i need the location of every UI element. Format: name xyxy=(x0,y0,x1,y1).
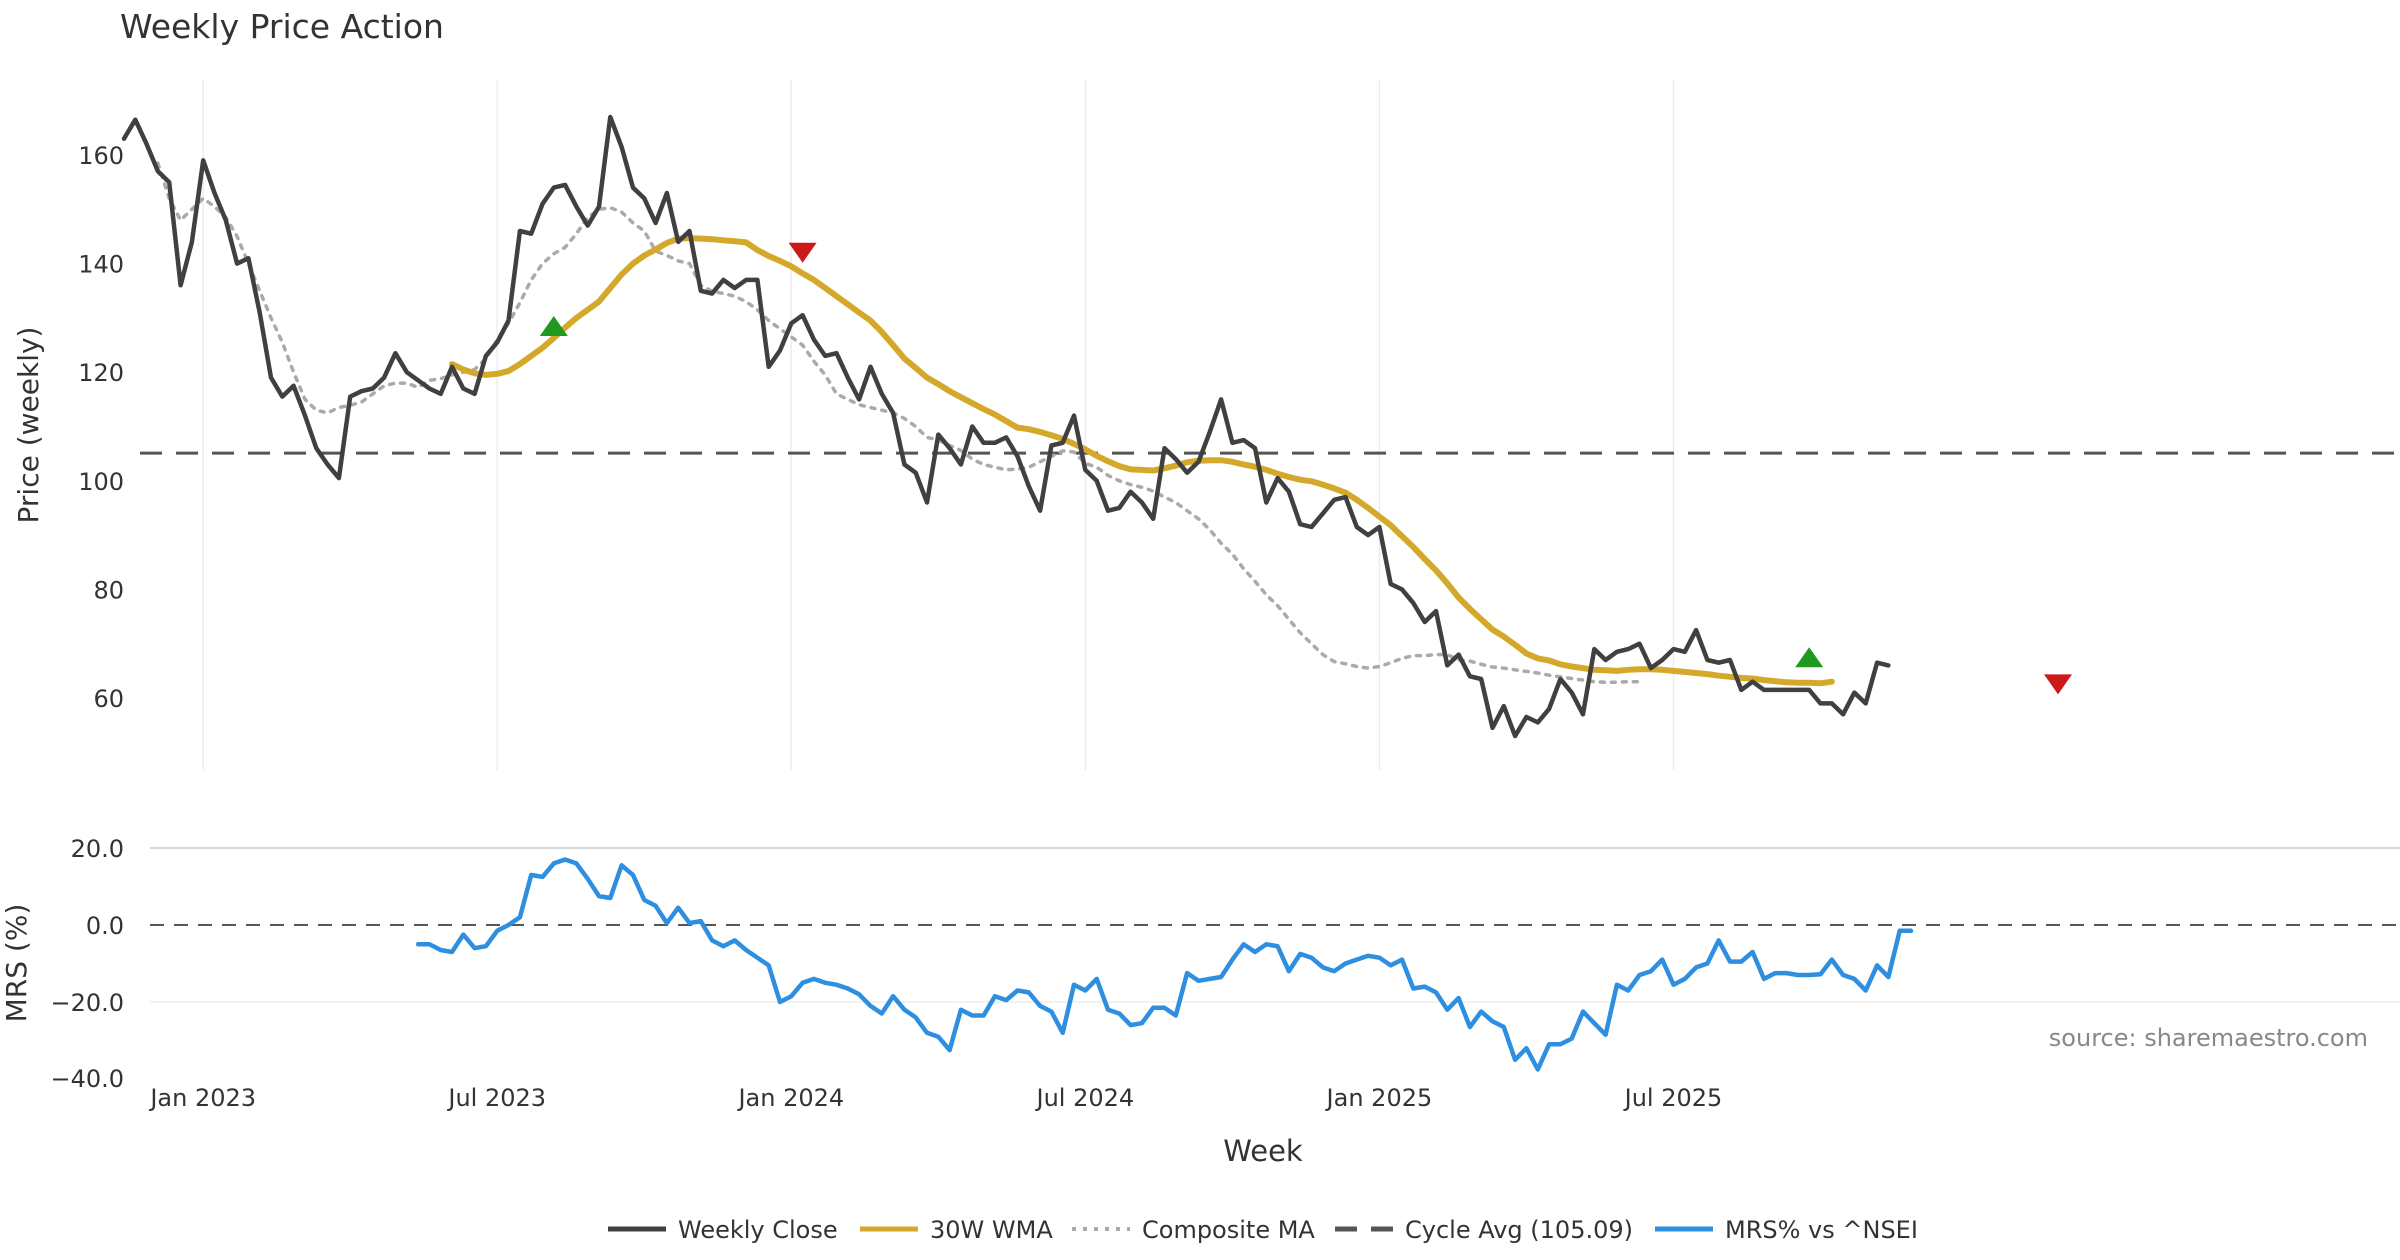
buy-signal-marker-0 xyxy=(539,316,568,337)
legend-entry-30w-wma: 30W WMA xyxy=(860,1216,1053,1244)
series-composite-ma xyxy=(156,161,1642,685)
mrs-y-tick-3: −40.0 xyxy=(50,1065,124,1093)
price-series-layer xyxy=(121,114,2400,739)
chart-title: Weekly Price Action xyxy=(120,7,444,46)
mrs-y-tick-1: 0.0 xyxy=(86,912,124,940)
price-y-tick-2: 100 xyxy=(78,468,124,496)
x-tick-2: Jan 2024 xyxy=(736,1084,844,1112)
legend-label-weekly-close: Weekly Close xyxy=(678,1216,838,1244)
legend-label-composite-ma: Composite MA xyxy=(1142,1216,1315,1244)
price-gridlines xyxy=(202,80,1675,770)
mrs-y-tick-0: 20.0 xyxy=(71,835,124,863)
price-y-tick-0: 60 xyxy=(93,685,124,713)
price-y-tick-4: 140 xyxy=(78,251,124,279)
mrs-y-tick-2: −20.0 xyxy=(50,989,124,1017)
price-y-ticks: 60 80 100 120 140 160 xyxy=(78,142,124,713)
sell-signal-marker-1 xyxy=(788,242,817,263)
legend-entry-weekly-close: Weekly Close xyxy=(608,1216,838,1244)
x-tick-3: Jul 2024 xyxy=(1035,1084,1135,1112)
legend-label-cycle-avg-105-09: Cycle Avg (105.09) xyxy=(1405,1216,1633,1244)
x-tick-5: Jul 2025 xyxy=(1623,1084,1723,1112)
series-mrs-vs-nsei xyxy=(415,857,1914,1072)
legend-label-mrs-vs-nsei: MRS% vs ^NSEI xyxy=(1725,1216,1918,1244)
mrs-y-ticks: 20.0 0.0 −20.0 −40.0 xyxy=(50,835,124,1093)
x-tick-1: Jul 2023 xyxy=(446,1084,546,1112)
legend-entry-composite-ma: Composite MA xyxy=(1072,1216,1315,1244)
signal-markers xyxy=(539,242,2073,695)
mrs-y-axis-label: MRS (%) xyxy=(0,904,33,1023)
sell-signal-marker-3 xyxy=(2044,674,2073,695)
legend-entry-mrs-vs-nsei: MRS% vs ^NSEI xyxy=(1655,1216,1918,1244)
mrs-gridlines xyxy=(150,847,2400,1003)
series-30w-wma xyxy=(449,235,1835,687)
price-y-tick-1: 80 xyxy=(93,576,124,604)
legend: Weekly Close 30W WMA Composite MA Cycle Avg… xyxy=(608,1216,1918,1244)
price-y-tick-3: 120 xyxy=(78,359,124,387)
price-y-axis-label: Price (weekly) xyxy=(12,327,45,524)
x-ticks: Jan 2023 Jul 2023 Jan 2024 Jul 2024 Jan 2025… xyxy=(148,1084,1722,1112)
mrs-series-layer xyxy=(415,857,1914,1072)
series-weekly-close xyxy=(121,114,1891,739)
source-note: source: sharemaestro.com xyxy=(2049,1024,2368,1052)
x-tick-0: Jan 2023 xyxy=(148,1084,256,1112)
x-tick-4: Jan 2025 xyxy=(1325,1084,1433,1112)
buy-signal-marker-2 xyxy=(1795,647,1824,668)
price-y-tick-5: 160 xyxy=(78,142,124,170)
legend-entry-cycle-avg-105-09: Cycle Avg (105.09) xyxy=(1335,1216,1633,1244)
x-axis-label: Week xyxy=(1223,1134,1303,1168)
legend-label-30w-wma: 30W WMA xyxy=(930,1216,1053,1244)
